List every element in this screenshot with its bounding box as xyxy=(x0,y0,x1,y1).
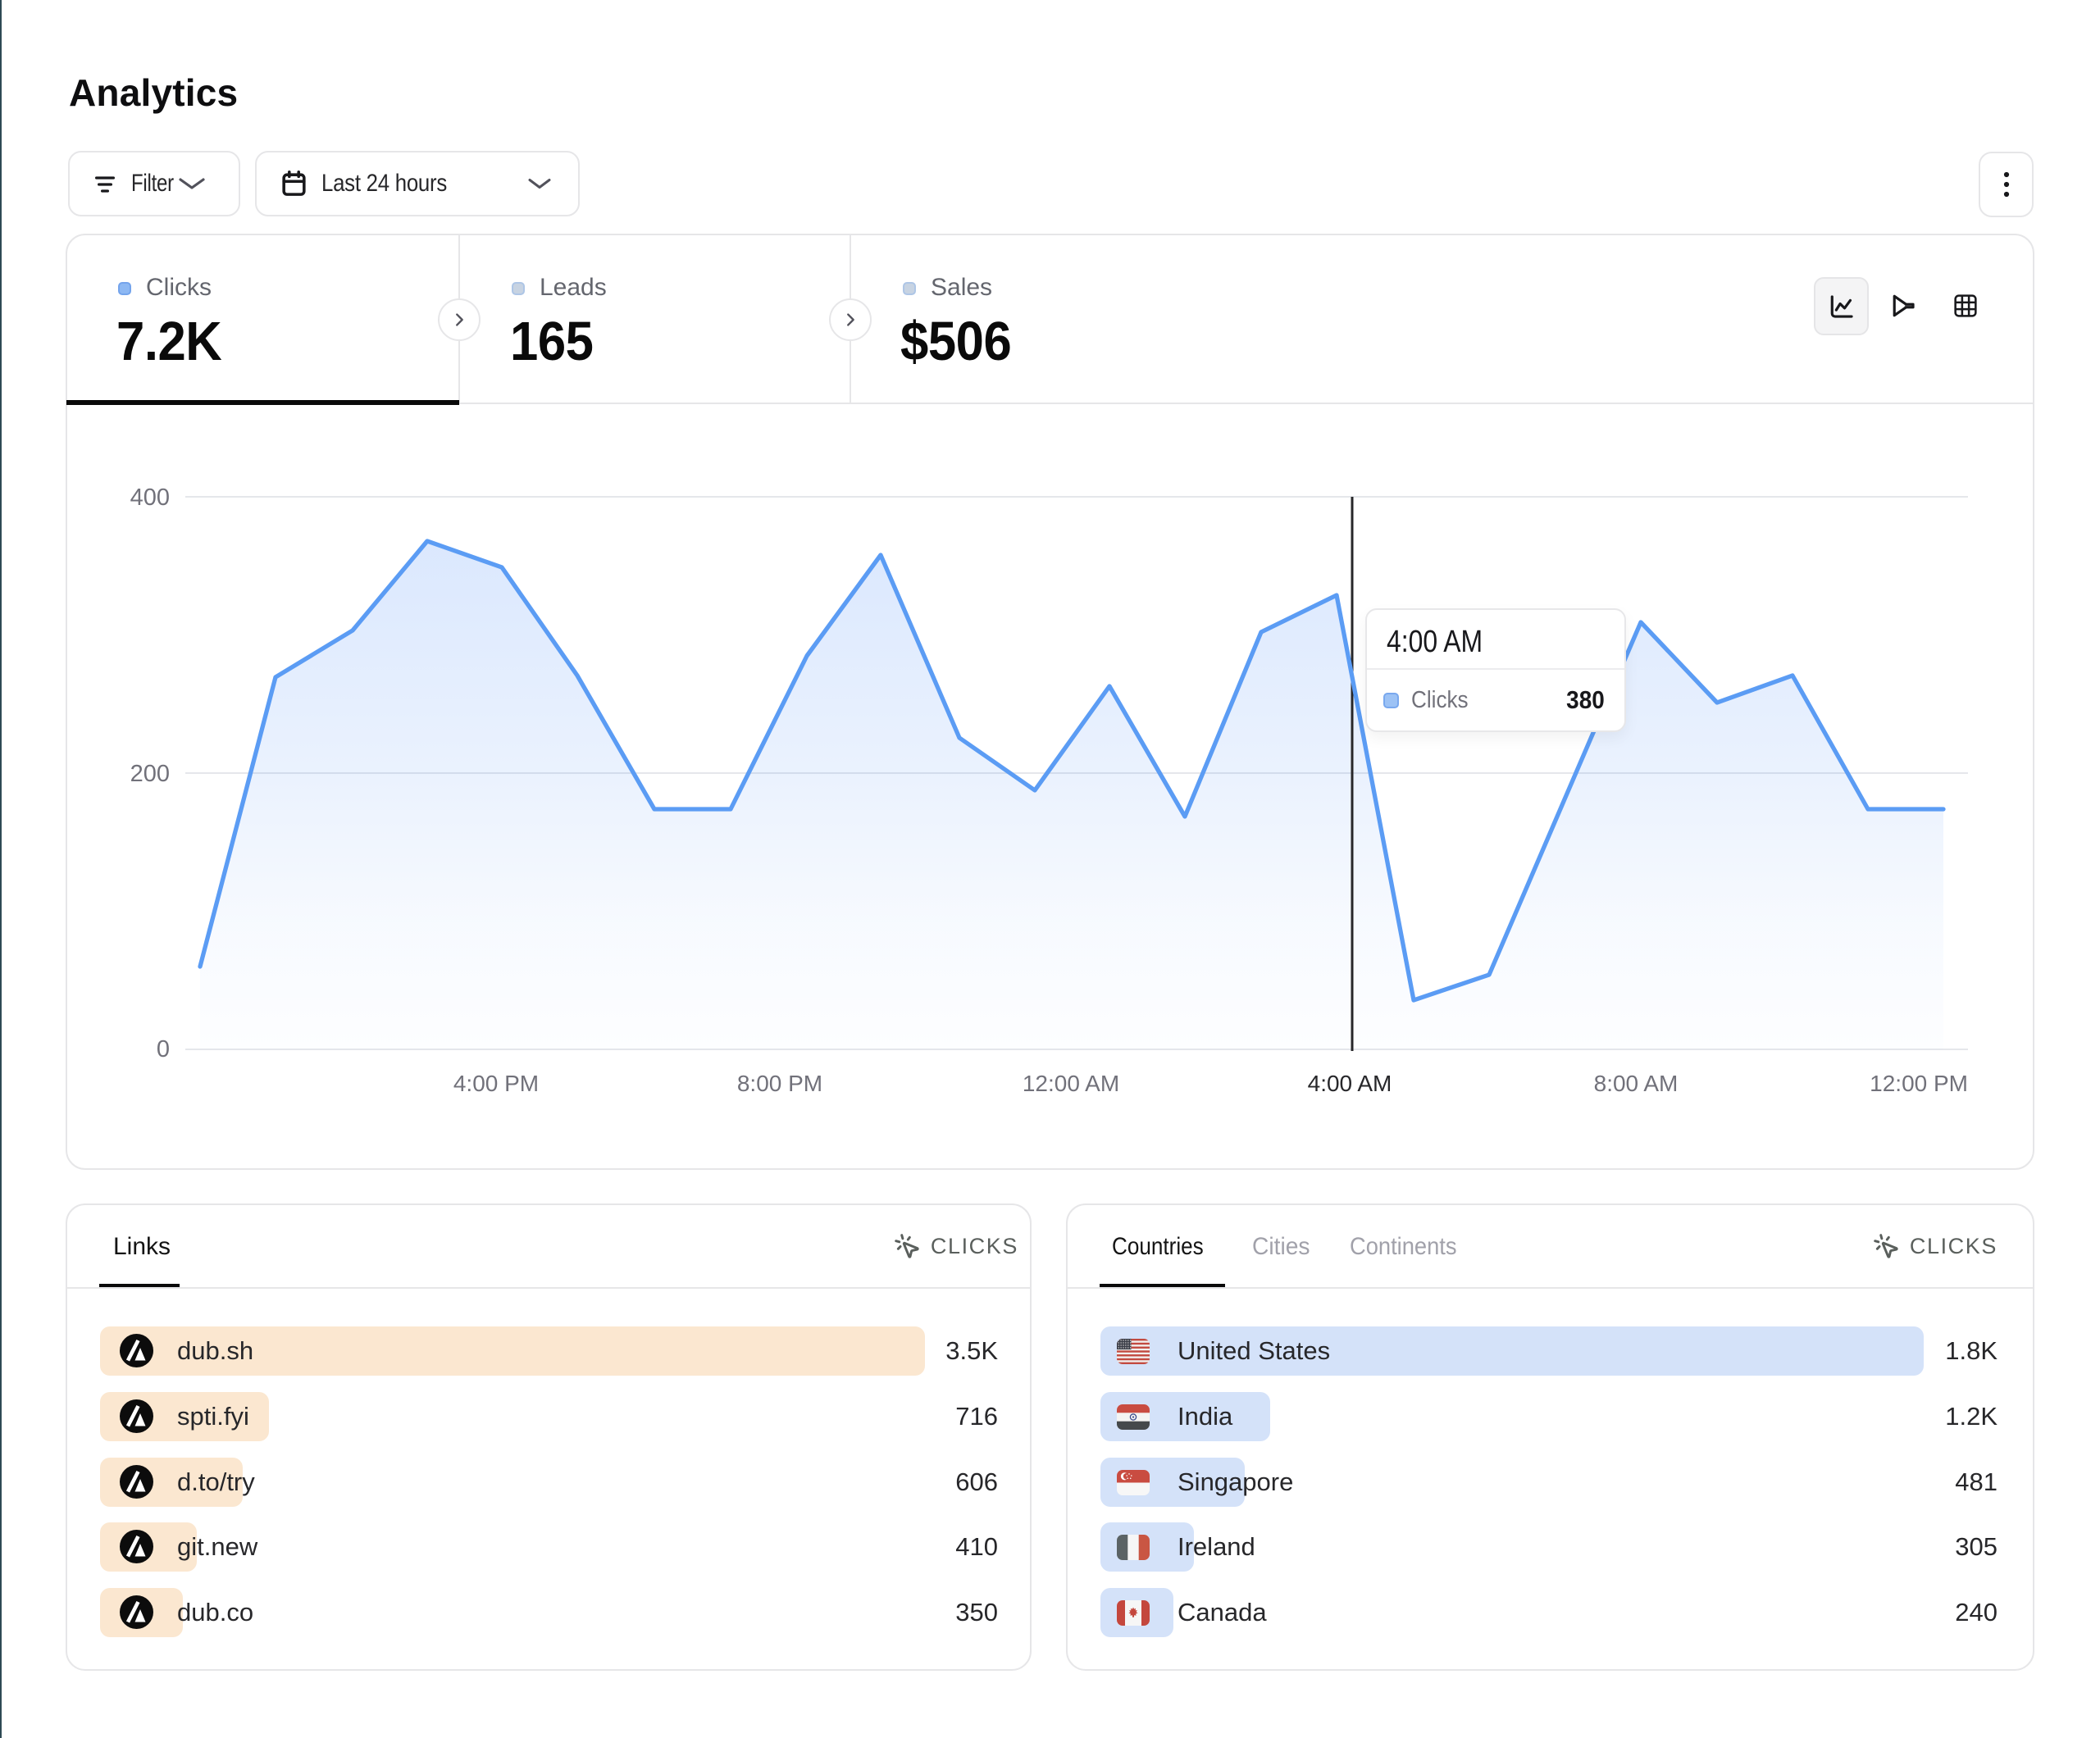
svg-text:400: 400 xyxy=(130,485,170,511)
svg-text:12:00 PM: 12:00 PM xyxy=(1870,1071,1968,1096)
svg-text:4:00 PM: 4:00 PM xyxy=(453,1071,539,1096)
svg-text:8:00 PM: 8:00 PM xyxy=(737,1071,822,1096)
svg-text:200: 200 xyxy=(130,761,170,787)
svg-text:8:00 AM: 8:00 AM xyxy=(1594,1071,1679,1096)
svg-text:0: 0 xyxy=(157,1036,170,1062)
svg-text:4:00 AM: 4:00 AM xyxy=(1308,1071,1392,1096)
svg-text:12:00 AM: 12:00 AM xyxy=(1023,1071,1119,1096)
